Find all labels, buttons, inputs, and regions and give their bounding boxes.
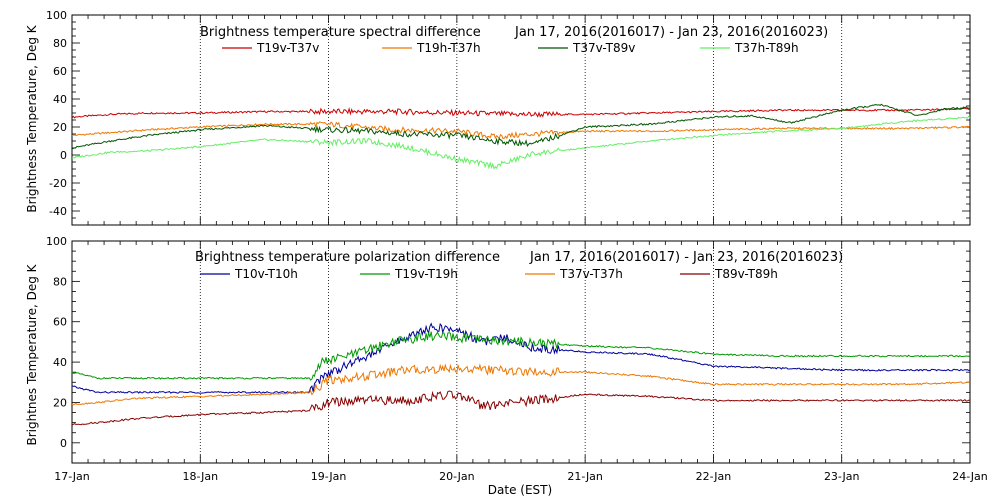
x-tick-label: 19-Jan <box>311 470 347 483</box>
y-axis-label: Brightnes Temperature, Deg K <box>25 263 39 445</box>
series-line <box>71 331 971 381</box>
x-tick-label: 18-Jan <box>183 470 219 483</box>
y-tick-label: 80 <box>53 37 67 50</box>
y-tick-label: 100 <box>46 235 67 248</box>
date-range-label: Jan 17, 2016(2016017) - Jan 23, 2016(201… <box>529 250 843 265</box>
legend-label: T89v-T89h <box>714 267 778 281</box>
x-tick-label: 20-Jan <box>439 470 475 483</box>
series-line <box>71 115 971 170</box>
y-tick-label: 60 <box>53 65 67 78</box>
legend-label: T37v-T89v <box>572 41 635 55</box>
legend-label: T19h-T37h <box>416 41 481 55</box>
y-tick-label: 20 <box>53 121 67 134</box>
y-tick-label: 80 <box>53 275 67 288</box>
y-tick-label: -40 <box>49 205 67 218</box>
series-line <box>71 121 971 140</box>
series-line <box>71 363 971 406</box>
y-tick-label: 0 <box>60 437 67 450</box>
x-axis-label: Date (EST) <box>488 483 552 497</box>
series-line <box>71 390 971 426</box>
chart-title: Brightness temperature polarization diff… <box>195 250 500 265</box>
x-tick-label: 24-Jan <box>952 470 988 483</box>
series-line <box>71 322 971 394</box>
x-tick-label: 21-Jan <box>567 470 603 483</box>
y-tick-label: 40 <box>53 356 67 369</box>
y-axis-label: Brightness Temperature, Deg K <box>25 24 39 212</box>
y-tick-label: 100 <box>46 9 67 22</box>
x-tick-label: 22-Jan <box>696 470 732 483</box>
y-tick-label: 40 <box>53 93 67 106</box>
y-tick-label: 0 <box>60 149 67 162</box>
legend-label: T19v-T19h <box>394 267 458 281</box>
legend-label: T19v-T37v <box>256 41 319 55</box>
series-line <box>71 103 971 150</box>
spectral-difference-panel: Brightness temperature spectral differen… <box>25 9 971 226</box>
polarization-difference-panel: Brightness temperature polarization diff… <box>25 235 988 497</box>
x-tick-label: 23-Jan <box>824 470 860 483</box>
legend-label: T37h-T89h <box>734 41 799 55</box>
y-tick-label: 60 <box>53 316 67 329</box>
chart-title: Brightness temperature spectral differen… <box>200 25 481 40</box>
y-tick-label: 20 <box>53 396 67 409</box>
x-tick-label: 17-Jan <box>54 470 90 483</box>
plot-frame <box>71 14 971 226</box>
legend-label: T10v-T10h <box>234 267 298 281</box>
series-line <box>71 106 971 119</box>
date-range-label: Jan 17, 2016(2016017) - Jan 23, 2016(201… <box>514 25 828 40</box>
legend-label: T37v-T37h <box>559 267 623 281</box>
y-tick-label: -20 <box>49 177 67 190</box>
